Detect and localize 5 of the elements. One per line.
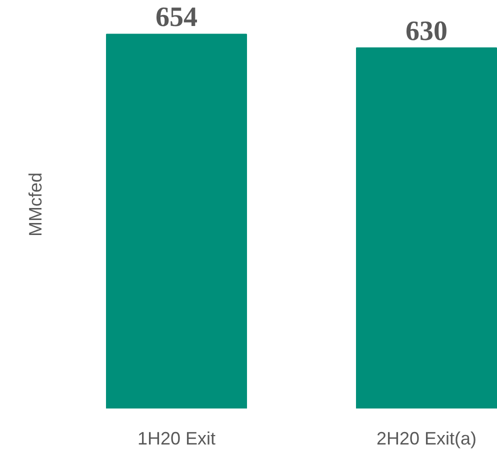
- data-label: 654: [156, 2, 198, 34]
- y-axis-title: MMcfed: [26, 172, 46, 237]
- x-tick-label: 1H20 Exit: [137, 428, 216, 448]
- x-tick-label: 2H20 Exit(a): [376, 428, 477, 448]
- data-label: 630: [406, 16, 448, 47]
